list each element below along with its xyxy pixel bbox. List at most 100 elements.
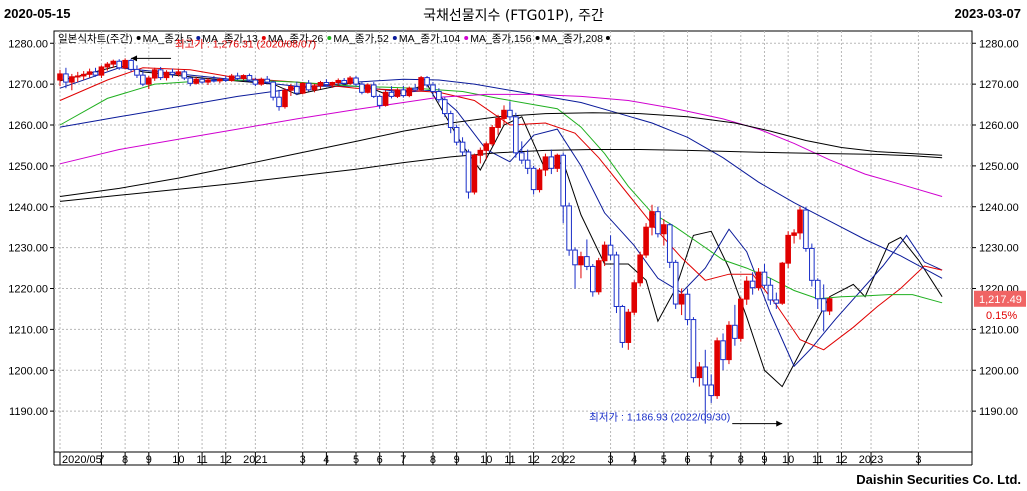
x-tick-label: 12 [835, 454, 847, 466]
candle-body [536, 169, 543, 191]
candle-body [353, 77, 359, 85]
low-annotation: 최저가 : 1,186.93 (2022/09/30) [589, 412, 730, 424]
candle-body [773, 299, 780, 304]
candle-body [151, 69, 158, 79]
x-tick-label: 9 [146, 454, 152, 466]
candle-body [211, 79, 217, 82]
candle-body [708, 384, 715, 397]
candle-body [370, 84, 377, 97]
candle-body [222, 78, 229, 81]
candle-body [140, 74, 146, 85]
footer-brand: Daishin Securities Co. Ltd. [856, 472, 1021, 487]
chart-header: 2020-05-15 국채선물지수 (FTG01P), 주간 2023-03-0… [0, 0, 1027, 30]
candle-body [181, 71, 188, 79]
candle-body [548, 156, 555, 169]
candle-body [471, 154, 478, 193]
candle-body [442, 99, 448, 115]
candle-body [732, 324, 738, 339]
candle-body [447, 113, 454, 128]
y-tick-label-right: 1210.00 [979, 324, 1019, 336]
y-tick-label-left: 1270.00 [8, 79, 48, 91]
x-tick-label: 11 [196, 454, 207, 466]
y-tick-label-right: 1270.00 [979, 79, 1019, 91]
candle-body [513, 116, 519, 154]
x-tick-label: 10 [480, 454, 492, 466]
x-tick-label: 7 [400, 454, 406, 466]
candle-body [311, 85, 318, 91]
candle-body [282, 89, 288, 108]
candle-body [394, 89, 401, 97]
y-tick-label-left: 1240.00 [8, 202, 48, 214]
x-tick-label: 2022 [551, 454, 575, 466]
candle-body [323, 82, 330, 86]
ma-line [59, 112, 943, 197]
candle-body [714, 340, 720, 397]
candle-body [696, 366, 703, 379]
candles-group [57, 58, 833, 424]
candle-body [631, 282, 638, 313]
legend-label: MA_종가,52 [333, 33, 389, 45]
x-tick-label: 10 [782, 454, 794, 466]
legend-label: MA_종가,104 [399, 33, 461, 45]
legend-marker [327, 36, 332, 40]
candle-body [803, 209, 809, 249]
x-tick-label: 3 [607, 454, 613, 466]
x-tick-label: 6 [684, 454, 690, 466]
candle-body [341, 79, 347, 84]
chart-title: 국채선물지수 (FTG01P), 주간 [423, 8, 604, 24]
candle-body [199, 78, 205, 83]
candle-body [649, 211, 655, 228]
x-tick-label: 12 [220, 454, 232, 466]
candle-body [483, 143, 490, 151]
candle-body [584, 256, 590, 267]
legend-marker [196, 36, 201, 40]
candle-body [317, 82, 324, 87]
candle-body [163, 71, 170, 79]
x-tick-label: 8 [430, 454, 436, 466]
x-tick-label: 11 [504, 454, 515, 466]
y-tick-label-right: 1200.00 [979, 365, 1019, 377]
x-tick-label: 4 [631, 454, 637, 466]
candle-body [187, 77, 194, 84]
candle-body [637, 254, 643, 284]
candle-body [720, 340, 726, 361]
candle-body [74, 75, 81, 78]
candle-body [193, 78, 199, 84]
candle-body [684, 293, 691, 321]
candle-body [424, 77, 430, 86]
legend-label: MA_종가,208 [542, 33, 604, 45]
legend-marker [535, 36, 540, 40]
candle-body [814, 279, 821, 300]
candle-body [767, 284, 774, 301]
x-tick-label: 9 [454, 454, 460, 466]
candle-body [57, 73, 63, 81]
candle-body [418, 77, 424, 91]
candle-body [128, 59, 134, 70]
candle-body [607, 244, 614, 256]
start-date: 2020-05-15 [4, 6, 71, 21]
y-tick-label-right: 1250.00 [979, 161, 1019, 173]
candle-body [400, 89, 407, 97]
x-tick-label: 8 [738, 454, 744, 466]
candle-body [678, 293, 685, 305]
candle-body [530, 167, 537, 191]
candle-body [110, 60, 117, 65]
end-date: 2023-03-07 [954, 6, 1022, 21]
candle-body [347, 77, 353, 84]
candle-body [738, 298, 744, 339]
x-tick-label: 11 [812, 454, 823, 466]
y-tick-label-right: 1230.00 [979, 243, 1019, 255]
candle-body [459, 141, 466, 153]
candle-body [436, 90, 442, 101]
candle-body [270, 81, 276, 98]
x-tick-label: 4 [323, 454, 329, 466]
candle-body [169, 71, 176, 75]
candle-body [252, 79, 259, 85]
candle-body [572, 249, 578, 266]
y-tick-label-right: 1280.00 [979, 38, 1019, 50]
candle-body [205, 79, 211, 83]
candle-body [477, 149, 484, 156]
candle-body [590, 265, 596, 293]
candle-body [288, 86, 294, 91]
